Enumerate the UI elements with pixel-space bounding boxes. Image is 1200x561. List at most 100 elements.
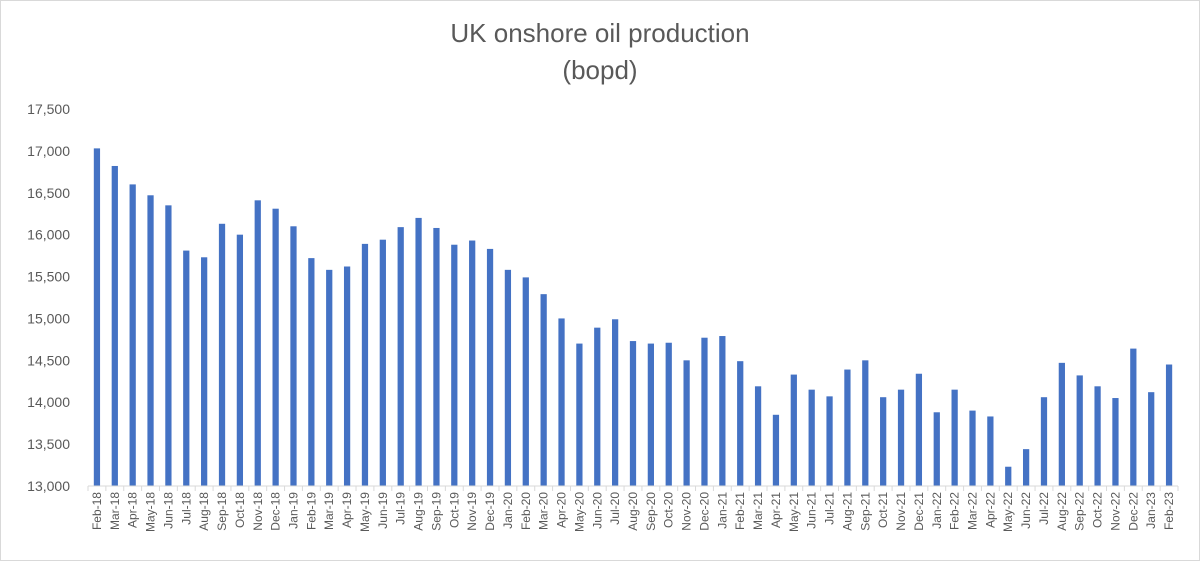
bar [397, 227, 404, 486]
bar [826, 396, 833, 486]
x-tick-label: Jul-22 [1037, 492, 1051, 525]
bar [754, 386, 762, 486]
x-tick-label: Mar-18 [108, 492, 122, 530]
x-tick-label: Nov-20 [680, 492, 694, 531]
bar [1040, 397, 1048, 486]
y-tick-label: 17,000 [27, 143, 70, 159]
bar [1112, 398, 1119, 486]
y-tick-label: 14,000 [27, 394, 70, 410]
bar [1094, 386, 1101, 486]
y-axis: 13,000 13,500 14,000 14,500 15,000 15,500 16,0… [27, 101, 70, 494]
x-tick-label: Dec-22 [1126, 492, 1140, 531]
bar [201, 257, 208, 486]
x-tick-label: Jun-22 [1019, 492, 1033, 529]
x-tick-label: May-22 [1001, 492, 1015, 532]
bar [254, 200, 261, 486]
bar [594, 327, 601, 486]
bar [665, 342, 672, 486]
x-tick-label: Mar-20 [537, 492, 551, 530]
bar [290, 226, 297, 487]
y-tick-label: 14,500 [27, 352, 70, 368]
bar [1022, 449, 1030, 486]
x-tick-label: May-20 [572, 492, 586, 532]
bar [540, 294, 547, 486]
x-tick-label: Feb-23 [1162, 492, 1176, 530]
bar [147, 195, 154, 487]
x-tick-label: Feb-18 [90, 492, 104, 530]
x-tick-label: Oct-20 [662, 492, 676, 528]
bar [701, 337, 708, 486]
bar [1076, 375, 1083, 486]
x-tick-label: Feb-21 [733, 492, 747, 530]
x-tick-label: Jan-23 [1144, 492, 1158, 529]
bar [915, 373, 923, 486]
x-tick-label: Nov-18 [251, 492, 265, 531]
bar [1165, 364, 1173, 486]
y-tick-label: 13,500 [27, 436, 70, 452]
bar [933, 412, 940, 486]
x-tick-label: Apr-19 [340, 492, 354, 528]
x-tick-label: Sep-21 [858, 492, 872, 531]
x-tick-label: Dec-18 [269, 492, 283, 531]
bar [93, 148, 101, 486]
y-tick-label: 17,500 [27, 101, 70, 117]
bar [504, 269, 512, 486]
x-tick-label: Apr-18 [126, 492, 140, 528]
x-tick-label: Dec-19 [483, 492, 497, 531]
bar [951, 389, 958, 486]
bar [343, 266, 351, 486]
y-tick-label: 13,000 [27, 478, 70, 494]
x-tick-label: Oct-21 [876, 492, 890, 528]
x-tick-label: Jul-20 [608, 492, 622, 525]
x-tick-label: Feb-19 [304, 492, 318, 530]
bar [844, 369, 851, 486]
x-tick-label: Nov-21 [894, 492, 908, 531]
x-tick-label: Jun-19 [376, 492, 390, 529]
bar [308, 258, 315, 486]
x-tick-label: Sep-20 [644, 492, 658, 531]
x-tick-label: Dec-21 [912, 492, 926, 531]
y-tick-label: 15,500 [27, 269, 70, 285]
bar [129, 184, 136, 486]
bar [1148, 392, 1155, 486]
x-tick-label: Feb-20 [519, 492, 533, 530]
bar [880, 397, 887, 486]
x-tick-label: Oct-19 [447, 492, 461, 528]
x-tick-label: Oct-18 [233, 492, 247, 528]
bar [737, 361, 744, 486]
bar [486, 248, 494, 486]
bar [379, 239, 386, 486]
x-tick-label: Jun-20 [590, 492, 604, 529]
bar [469, 240, 476, 486]
bar [629, 341, 637, 486]
x-tick-label: Sep-19 [429, 492, 443, 531]
bar [236, 234, 244, 486]
x-tick-label: Jul-21 [823, 492, 837, 525]
x-tick-label: Feb-22 [948, 492, 962, 530]
x-tick-label: Jun-18 [161, 492, 175, 529]
x-tick-label: May-18 [144, 492, 158, 532]
x-tick-label: Sep-18 [215, 492, 229, 531]
bar-series [93, 148, 1173, 487]
bar [361, 243, 369, 486]
x-tick-label: Sep-22 [1073, 492, 1087, 531]
y-tick-label: 15,000 [27, 310, 70, 326]
x-tick-label: Jun-21 [805, 492, 819, 529]
bar [433, 227, 440, 486]
bar [808, 389, 815, 486]
x-tick-label: Aug-19 [412, 492, 426, 531]
bar [415, 217, 422, 486]
x-tick-label: Nov-19 [465, 492, 479, 531]
x-tick-label: Oct-22 [1091, 492, 1105, 528]
x-tick-label: Aug-20 [626, 492, 640, 531]
x-tick-label: Jul-19 [394, 492, 408, 525]
x-tick-label: Jul-18 [179, 492, 193, 525]
x-tick-label: Jan-19 [286, 492, 300, 529]
bar [272, 208, 279, 486]
bar [862, 360, 869, 486]
x-tick-label: Nov-22 [1108, 492, 1122, 531]
x-tick-label: Jan-22 [930, 492, 944, 529]
x-tick-label: Dec-20 [697, 492, 711, 531]
bar [790, 374, 797, 486]
bar [558, 318, 565, 486]
